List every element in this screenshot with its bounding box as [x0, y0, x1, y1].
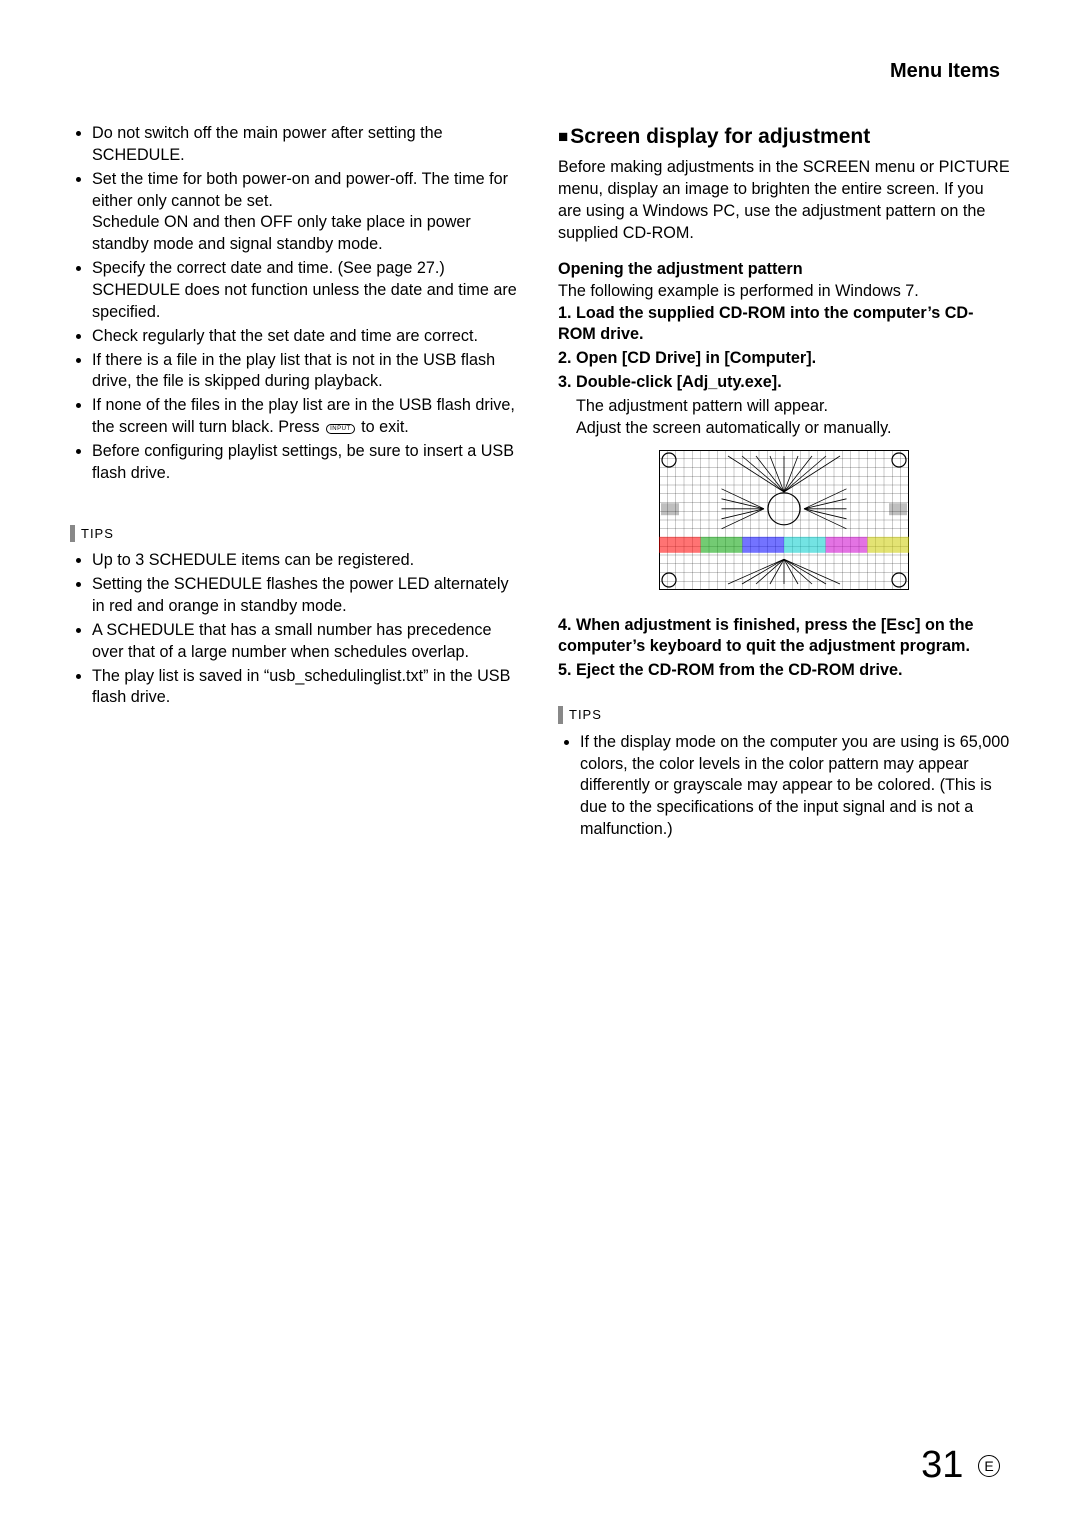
- list-item: Up to 3 SCHEDULE items can be registered…: [92, 550, 522, 572]
- list-item: A SCHEDULE that has a small number has p…: [92, 620, 522, 664]
- step-item: 2. Open [CD Drive] in [Computer].: [558, 348, 1010, 370]
- page-e-badge: E: [978, 1455, 1000, 1477]
- steps-list-a: 1. Load the supplied CD-ROM into the com…: [558, 303, 1010, 394]
- step3-sub2: Adjust the screen automatically or manua…: [558, 418, 1010, 440]
- section-title-text: Screen display for adjustment: [570, 125, 870, 148]
- list-item: Set the time for both power-on and power…: [92, 169, 522, 256]
- list-item: If the display mode on the computer you …: [580, 732, 1010, 841]
- right-column: ■Screen display for adjustment Before ma…: [558, 123, 1010, 859]
- opening-heading: Opening the adjustment pattern: [558, 259, 1010, 281]
- list-item: The play list is saved in “usb_schedulin…: [92, 666, 522, 710]
- caution-list: Do not switch off the main power after s…: [70, 123, 522, 485]
- list-item: Before configuring playlist settings, be…: [92, 441, 522, 485]
- step3-sub1: The adjustment pattern will appear.: [558, 396, 1010, 418]
- input-button-icon: INPUT: [326, 424, 355, 434]
- step-item: 3. Double-click [Adj_uty.exe].: [558, 372, 1010, 394]
- list-item: Do not switch off the main power after s…: [92, 123, 522, 167]
- left-column: Do not switch off the main power after s…: [70, 123, 522, 859]
- page-number-value: 31: [921, 1444, 963, 1486]
- list-item: Check regularly that the set date and ti…: [92, 326, 522, 348]
- steps-list-b: 4. When adjustment is finished, press th…: [558, 615, 1010, 683]
- step-item: 5. Eject the CD-ROM from the CD-ROM driv…: [558, 660, 1010, 682]
- opening-intro: The following example is performed in Wi…: [558, 281, 1010, 303]
- tips-list-left: Up to 3 SCHEDULE items can be registered…: [70, 550, 522, 709]
- adjustment-pattern: [558, 450, 1010, 597]
- tips-list-right: If the display mode on the computer you …: [558, 732, 1010, 841]
- square-bullet-icon: ■: [558, 127, 568, 146]
- list-item: Specify the correct date and time. (See …: [92, 258, 522, 324]
- page-number: 31 E: [921, 1444, 1000, 1487]
- section-heading: ■Screen display for adjustment: [558, 123, 1010, 151]
- list-item: If none of the files in the play list ar…: [92, 395, 522, 439]
- page: Menu Items Do not switch off the main po…: [0, 0, 1080, 1527]
- step-item: 4. When adjustment is finished, press th…: [558, 615, 1010, 659]
- tips-label-left: TIPS: [70, 525, 114, 543]
- list-item: Setting the SCHEDULE flashes the power L…: [92, 574, 522, 618]
- tips-label-right: TIPS: [558, 706, 602, 724]
- pattern-svg: [659, 450, 909, 590]
- list-item: If there is a file in the play list that…: [92, 350, 522, 394]
- header-title: Menu Items: [70, 60, 1010, 83]
- intro-paragraph: Before making adjustments in the SCREEN …: [558, 157, 1010, 244]
- step-item: 1. Load the supplied CD-ROM into the com…: [558, 303, 1010, 347]
- columns: Do not switch off the main power after s…: [70, 123, 1010, 859]
